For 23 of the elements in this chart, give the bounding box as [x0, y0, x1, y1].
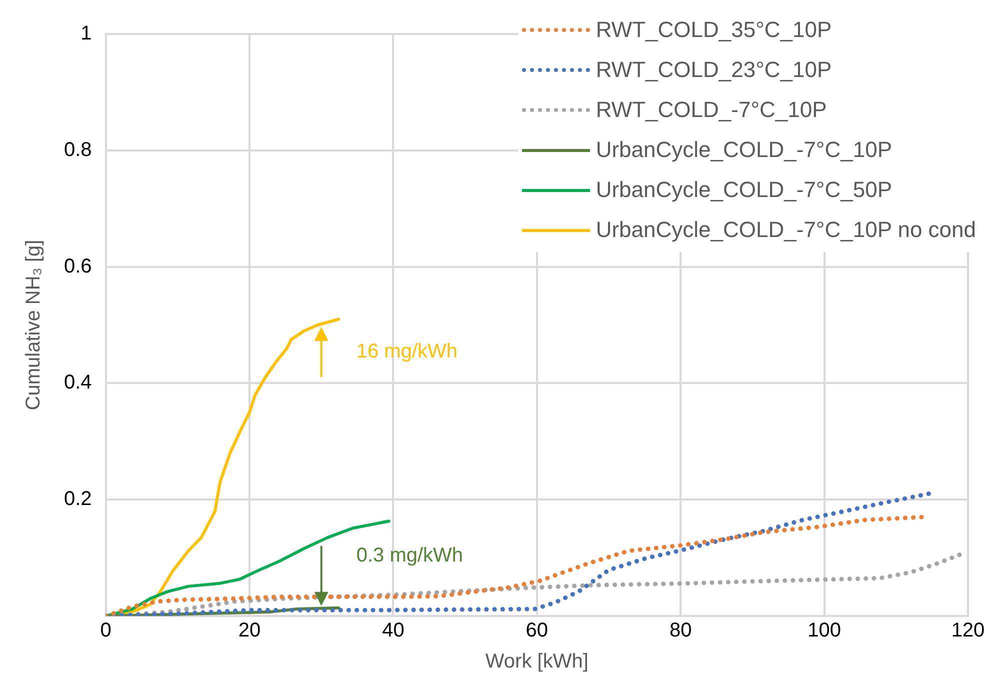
x-tick-label: 40 [382, 620, 404, 642]
x-tick-label: 80 [669, 620, 692, 642]
y-tick-label: 0.6 [64, 255, 92, 278]
legend-label: UrbanCycle_COLD_-7°C_10P [596, 137, 892, 163]
y-tick-label: 0.2 [64, 488, 92, 510]
x-tick-label: 20 [238, 620, 261, 642]
x-tick-label: 120 [951, 620, 985, 642]
annotation: 0.3 mg/kWh [356, 544, 464, 566]
x-tick-label: 60 [526, 620, 548, 642]
y-tick-label: 0.8 [64, 138, 92, 161]
y-tick-label: 0.4 [64, 372, 92, 394]
legend-label: UrbanCycle_COLD_-7°C_50P [596, 177, 892, 203]
legend-label: RWT_COLD_-7°C_10P [596, 97, 827, 123]
x-axis-title: Work [kWh] [485, 650, 588, 673]
legend-label: RWT_COLD_35°C_10P [596, 17, 832, 43]
legend-label: RWT_COLD_23°C_10P [596, 57, 832, 83]
annotation: 16 mg/kWh [356, 340, 458, 363]
y-axis-title: Cumulative NH₃ [g] [22, 240, 45, 410]
x-tick-label: 100 [808, 620, 841, 642]
x-tick-label: 0 [100, 620, 112, 642]
y-tick-label: 1 [80, 22, 92, 45]
legend-label: UrbanCycle_COLD_-7°C_10P no cond [596, 217, 976, 243]
line-series [106, 514, 925, 616]
